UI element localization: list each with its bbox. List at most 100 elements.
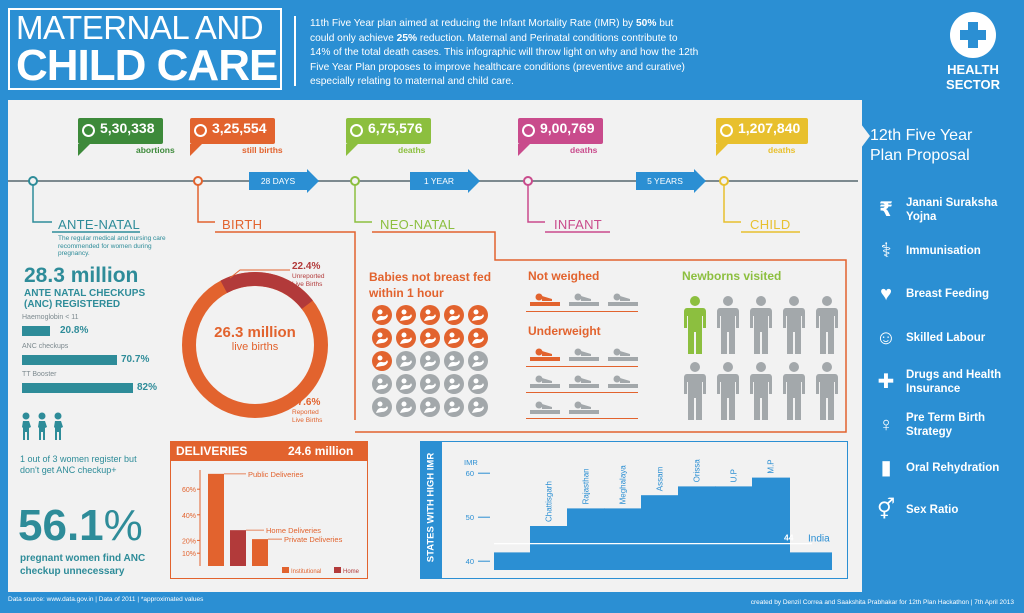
imr-state-bar xyxy=(678,486,716,570)
imr-state-label: M.P xyxy=(767,459,776,473)
imr-side-title: STATES WITH HIGH IMR xyxy=(425,452,437,563)
proposal-label: Immunisation xyxy=(906,245,981,257)
baby-scale-icon xyxy=(569,293,599,306)
flag-label: still births xyxy=(242,145,283,155)
donut-center: 26.3 million live births xyxy=(214,324,296,353)
scale-divider xyxy=(526,392,638,393)
anc-big-value: 28.3 million xyxy=(24,264,139,287)
imr-state-label: Orissa xyxy=(693,459,702,483)
skull-icon xyxy=(720,124,733,137)
delivery-label: Public Deliveries xyxy=(248,470,304,479)
proposal-item: ♀ Pre Term Birth Strategy xyxy=(872,411,1022,439)
mother-baby-icon: ♥ xyxy=(880,283,892,305)
legend-label: Institutional xyxy=(291,569,321,575)
arrow-head xyxy=(307,169,319,193)
imr-state-bar xyxy=(530,526,568,570)
doctor-icon: ☺ xyxy=(875,327,897,349)
anc-bar xyxy=(22,326,50,336)
scale-divider xyxy=(526,311,638,312)
flag-value: 1,207,840 xyxy=(738,120,801,136)
unnecessary-caption: pregnant women find ANC checkup unnecessa… xyxy=(20,553,146,577)
delivery-label: Private Deliveries xyxy=(284,535,343,544)
flag-0: 5,30,338 xyxy=(78,118,163,156)
y-tick-label: 20% xyxy=(182,538,196,545)
mother-baby-icon xyxy=(420,374,440,394)
stage-child: CHILD xyxy=(750,217,791,232)
pregnant-women-icon xyxy=(22,412,63,440)
anc-bar xyxy=(22,383,133,393)
imr-state-bar xyxy=(567,508,605,570)
unnecessary-pct: 56.1% xyxy=(18,501,143,550)
mother-baby-icon xyxy=(420,305,440,325)
mother-baby-icon xyxy=(444,397,464,417)
person-icon xyxy=(684,362,706,420)
person-icon xyxy=(750,362,772,420)
rupee-icon: ₹ xyxy=(879,199,893,221)
proposal-item: ♥ Breast Feeding xyxy=(872,283,1022,305)
panel-pointer xyxy=(852,112,870,160)
legend-label: Home xyxy=(343,569,360,575)
arrow-label: 5 YEARS xyxy=(647,176,683,186)
y-tick-label: 60% xyxy=(182,487,196,494)
flag-pointer xyxy=(346,144,358,156)
donut-leaders xyxy=(229,269,290,409)
women-note: 1 out of 3 women register but don't get A… xyxy=(20,454,137,475)
anc-bar-value: 20.8% xyxy=(60,325,89,336)
flag-2: 6,75,576 xyxy=(346,118,431,156)
person-icon xyxy=(684,296,706,354)
imr-state-bar xyxy=(641,495,679,570)
flag-pointer xyxy=(78,144,90,156)
flag-4: 1,207,840 xyxy=(716,118,809,156)
proposal-label: Janani Suraksha Yojna xyxy=(906,197,998,223)
deliveries-total: 24.6 million xyxy=(288,444,354,458)
proposal-item: ▮ Oral Rehydration xyxy=(872,458,1022,478)
mother-baby-icon xyxy=(468,305,488,325)
anc-bar-label: Haemoglobin < 11 xyxy=(22,314,79,321)
flag-label: deaths xyxy=(768,145,796,155)
baby-scale-icon xyxy=(608,375,638,388)
arrow-0: 28 DAYS xyxy=(249,169,319,193)
y-tick-label: 40% xyxy=(182,513,196,520)
proposal-item: ⚥ Sex Ratio xyxy=(872,500,1022,520)
baby-scale-icon xyxy=(569,348,599,361)
anc-bar-value: 70.7% xyxy=(121,354,150,365)
proposal-item: ✚ Drugs and Health Insurance xyxy=(872,368,1022,396)
unreported-segment xyxy=(220,272,313,310)
arrow-label: 1 YEAR xyxy=(423,176,455,186)
mother-baby-icon xyxy=(468,351,488,371)
y-tick-label: 10% xyxy=(182,551,196,558)
flag-pointer xyxy=(518,144,530,156)
delivery-bar xyxy=(208,473,224,566)
arrow-label: 28 DAYS xyxy=(260,176,296,186)
deliveries-header xyxy=(170,441,368,461)
india-label: India xyxy=(808,534,830,545)
pregnant-icon: ♀ xyxy=(878,414,894,436)
flag-value: 9,00,769 xyxy=(540,120,595,136)
baby-scale-icon xyxy=(608,293,638,306)
baby-scale-icon xyxy=(530,293,560,306)
mother-baby-icon xyxy=(444,374,464,394)
baby-scale-icon xyxy=(608,348,638,361)
legend-swatch xyxy=(282,567,289,573)
imr-side-bar xyxy=(420,441,442,579)
mother-baby-icon xyxy=(420,351,440,371)
stage-birth: BIRTH xyxy=(222,217,263,232)
scale-divider xyxy=(526,366,638,367)
flag-value: 6,75,576 xyxy=(368,120,423,136)
mother-baby-icon xyxy=(444,328,464,348)
delivery-bar xyxy=(230,530,246,566)
person-icon xyxy=(717,362,739,420)
flag-label: abortions xyxy=(136,145,175,155)
mother-baby-icon xyxy=(372,351,392,371)
not-breastfed-title: Babies not breast fed within 1 hour xyxy=(369,270,492,300)
proposal-label: Pre Term Birth Strategy xyxy=(906,412,986,438)
syringe-icon: ⚕ xyxy=(880,240,892,262)
stage-antenatal: ANTE-NATAL xyxy=(58,217,140,232)
flag-label: deaths xyxy=(398,145,426,155)
stage-neonatal: NEO-NATAL xyxy=(380,217,456,232)
person-icon xyxy=(816,296,838,354)
footer-source: Data source: www.data.gov.in | Data of 2… xyxy=(8,596,204,603)
mother-baby-icon xyxy=(420,397,440,417)
proposal-label: Breast Feeding xyxy=(906,288,990,300)
mother-baby-icon xyxy=(444,305,464,325)
